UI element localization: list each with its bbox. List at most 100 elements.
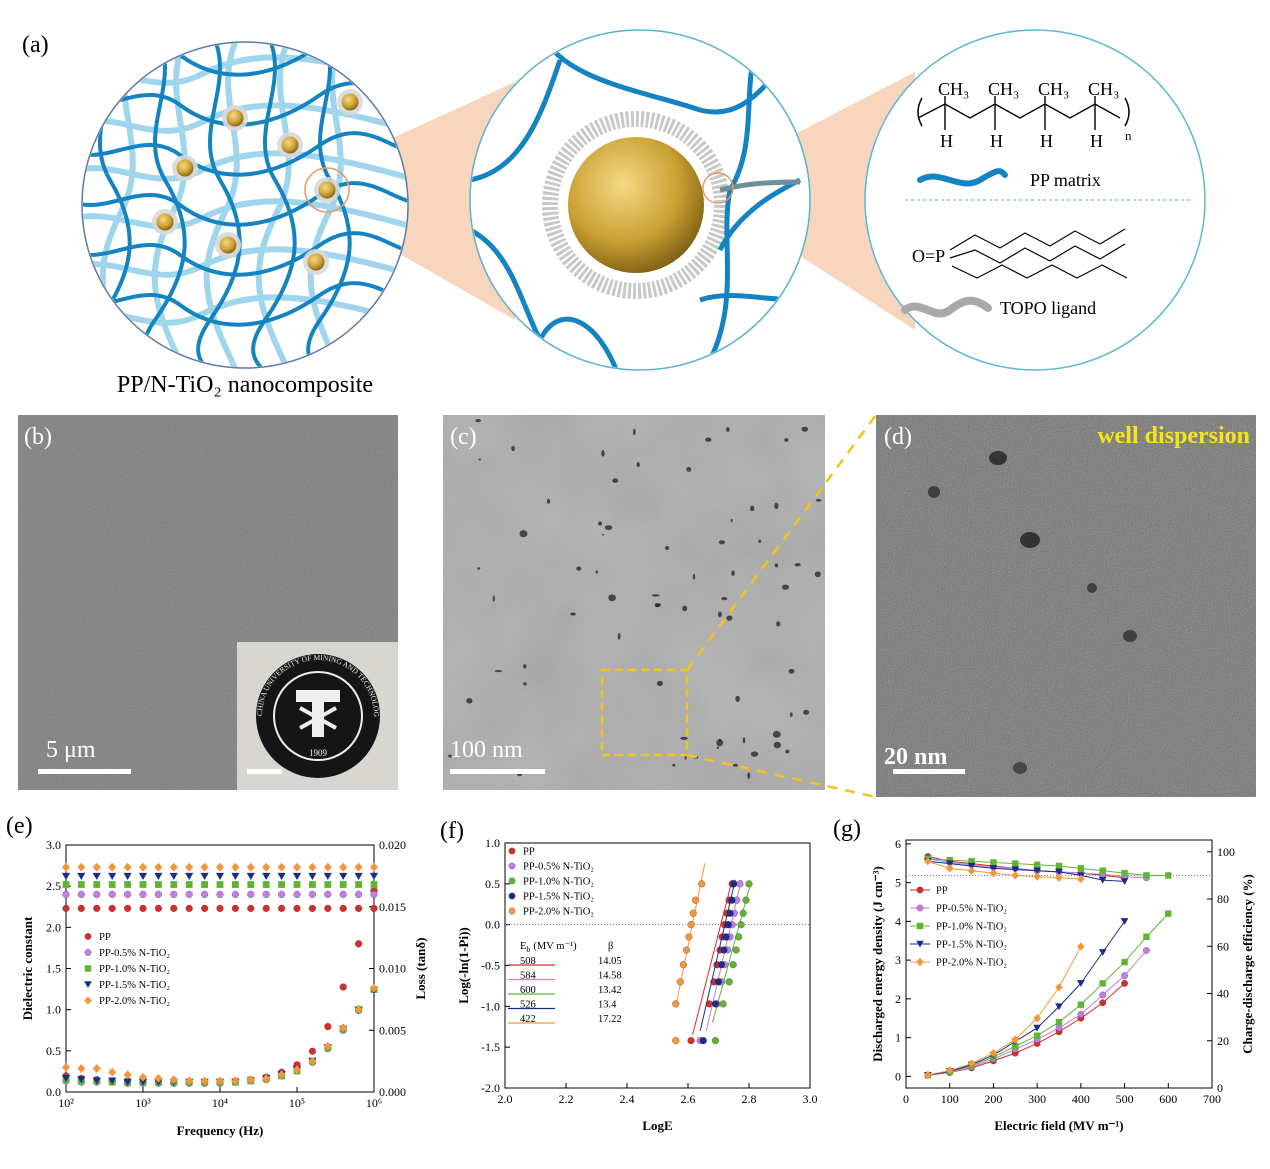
marker — [277, 872, 286, 881]
particle — [604, 525, 613, 531]
table-eb: 584 — [520, 971, 537, 982]
scale-label: 100 nm — [450, 737, 523, 763]
annotation: well dispersion — [1097, 423, 1250, 449]
particle — [475, 418, 481, 423]
y-tick-label: -1.0 — [481, 999, 500, 1013]
panel-label: (a) — [22, 32, 49, 58]
x-tick-label: 10³ — [135, 1096, 151, 1110]
marker — [1033, 1024, 1041, 1032]
nanoparticle — [281, 136, 299, 154]
marker — [916, 886, 924, 894]
particle — [672, 763, 676, 767]
particles — [448, 418, 822, 779]
marker — [200, 862, 209, 872]
marker — [216, 890, 224, 898]
marker — [92, 1064, 101, 1073]
particle — [612, 478, 619, 483]
marker — [967, 862, 976, 870]
marker — [1033, 1032, 1041, 1039]
marker — [139, 890, 147, 898]
marker — [967, 1059, 976, 1068]
pp-structure — [917, 96, 1121, 130]
marker — [247, 890, 255, 898]
marker — [370, 881, 378, 888]
y-tick-label: 0.0 — [485, 918, 500, 932]
marker — [1120, 878, 1129, 885]
legend-label: PP-1.0% N-TiO₂ — [99, 964, 170, 975]
particle — [682, 605, 688, 612]
marker — [1098, 949, 1107, 956]
marker — [200, 872, 209, 881]
series-line — [927, 950, 1147, 1076]
marker — [84, 965, 92, 972]
marker — [185, 881, 193, 888]
legend-label: PP-2.0% N-TiO₂ — [99, 996, 170, 1007]
marker — [154, 1073, 163, 1083]
particle — [523, 682, 527, 686]
particle — [1013, 762, 1027, 774]
table-eb: 600 — [520, 985, 536, 996]
series-line — [927, 913, 1169, 1076]
y-tick-label: 0.5 — [485, 877, 500, 891]
marker — [138, 862, 148, 872]
y2-axis-label: Loss (tanδ) — [413, 937, 428, 999]
x-tick-label: 10⁵ — [289, 1096, 305, 1110]
marker — [92, 872, 101, 881]
hrtem-texture — [876, 415, 1256, 797]
marker — [736, 880, 744, 888]
particle — [665, 545, 670, 550]
marker — [1033, 1014, 1041, 1023]
marker — [123, 1078, 132, 1086]
marker — [216, 881, 224, 888]
marker — [278, 881, 286, 888]
marker — [154, 904, 162, 912]
y2-tick-label: 0.000 — [379, 1085, 406, 1099]
marker — [1120, 918, 1129, 925]
particle — [776, 621, 781, 627]
y-tick-label: -0.5 — [481, 959, 500, 973]
table-eb: 526 — [520, 1000, 536, 1011]
marker — [108, 904, 116, 912]
marker — [1165, 910, 1172, 917]
methyl: CH₃ — [938, 79, 969, 99]
nanoparticle — [318, 181, 336, 199]
y2-tick-label: 0.010 — [379, 962, 406, 976]
x-tick-label: 3.0 — [803, 1092, 818, 1106]
y2-tick-label: 0.020 — [379, 838, 406, 852]
marker — [339, 872, 348, 881]
marker — [185, 862, 194, 872]
marker — [369, 872, 379, 881]
light-strand — [255, 43, 296, 367]
marker — [990, 859, 997, 866]
marker — [989, 868, 998, 878]
marker — [231, 904, 239, 912]
marker — [308, 1047, 316, 1055]
marker — [1121, 980, 1128, 987]
x-axis-label: Frequency (Hz) — [177, 1123, 264, 1138]
marker — [711, 1000, 719, 1008]
charts: 10² 10³ 10⁴ 10⁵ 10⁶0.00.51.01.52.02.53.00.00… — [6, 813, 1255, 1138]
marker — [215, 862, 225, 872]
marker — [1055, 873, 1063, 882]
marker — [185, 872, 194, 881]
legend-label: PP-0.5% N-TiO₂ — [523, 862, 594, 873]
particle — [595, 570, 599, 574]
particle — [651, 594, 660, 597]
marker — [323, 862, 332, 872]
y2-tick-label: 80 — [1217, 892, 1229, 906]
marker — [262, 890, 270, 898]
marker — [170, 890, 178, 898]
marker — [216, 904, 224, 912]
marker — [231, 862, 240, 872]
x-tick-label: 2.4 — [620, 1092, 635, 1106]
strand — [83, 231, 407, 277]
marker — [154, 890, 162, 898]
marker — [277, 862, 286, 872]
marker — [1055, 983, 1063, 992]
marker — [324, 904, 332, 912]
marker — [108, 862, 117, 872]
x-tick-label: 300 — [1028, 1092, 1046, 1106]
strand — [251, 43, 297, 367]
marker — [61, 872, 71, 881]
